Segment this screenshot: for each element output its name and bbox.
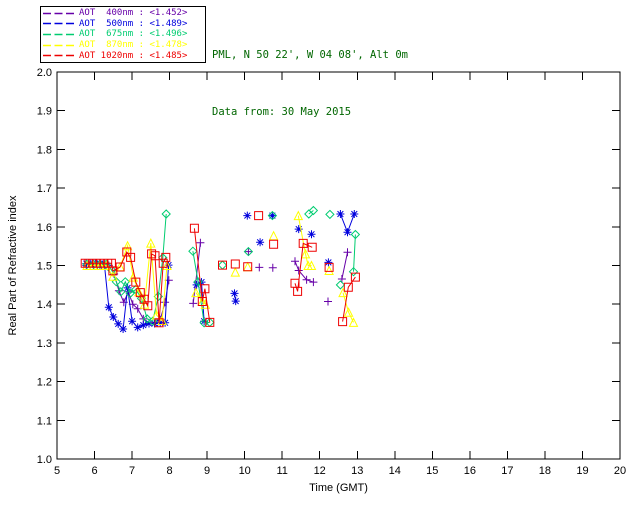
- x-tick-label: 5: [54, 465, 60, 477]
- data-date: Data from: 30 May 2015: [212, 106, 352, 118]
- x-tick-label: 14: [389, 465, 401, 477]
- legend-dash-swatch: [43, 33, 76, 36]
- x-tick-label: 10: [239, 465, 251, 477]
- legend-item-aot-870nm: AOT 870nm : <1.478>: [43, 40, 203, 50]
- series-markers-square: [80, 211, 360, 328]
- legend-label: AOT 500nm : <1.489>: [79, 18, 188, 29]
- y-tick-label: 1.4: [37, 299, 52, 311]
- x-tick-label: 6: [91, 465, 97, 477]
- y-tick-label: 1.2: [37, 377, 52, 389]
- legend-item-aot-675nm: AOT 675nm : <1.496>: [43, 29, 203, 39]
- legend-dash-swatch: [43, 12, 76, 14]
- y-tick-label: 1.6: [37, 222, 52, 234]
- legend-label: AOT 870nm : <1.478>: [79, 40, 188, 51]
- x-tick-label: 13: [351, 465, 363, 477]
- series-aot-1020nm: [80, 211, 360, 328]
- x-tick-label: 12: [314, 465, 326, 477]
- legend-item-aot-500nm: AOT 500nm : <1.489>: [43, 19, 203, 29]
- y-axis-title: Real Part of Refractive index: [7, 195, 19, 336]
- y-tick-label: 1.9: [37, 106, 52, 118]
- legend-label: AOT 675nm : <1.496>: [79, 29, 188, 40]
- x-tick-label: 19: [576, 465, 588, 477]
- station-location: PML, N 50 22', W 04 08', Alt 0m: [212, 49, 408, 61]
- series-line: [85, 228, 356, 323]
- legend-item-aot-1020nm: AOT 1020nm : <1.485>: [43, 51, 203, 61]
- x-tick-label: 18: [539, 465, 551, 477]
- legend-label: AOT 400nm : <1.452>: [79, 8, 188, 19]
- x-tick-label: 8: [167, 465, 173, 477]
- legend-label: AOT 1020nm : <1.485>: [79, 50, 188, 61]
- axes-frame: [56, 71, 621, 460]
- legend-dash-swatch: [43, 54, 76, 57]
- tick-labels: 5 6 7 8 9 10 11 12 13 14 15 16 17 18 19 20 1.0 1.1 1.2 1.3 1…: [37, 67, 626, 477]
- y-tick-label: 1.5: [37, 261, 52, 273]
- y-tick-label: 1.8: [37, 144, 52, 156]
- x-tick-label: 20: [614, 465, 626, 477]
- y-tick-label: 1.3: [37, 338, 52, 350]
- y-tick-label: 1.1: [37, 415, 52, 427]
- legend: AOT 400nm : <1.452> AOT 500nm : <1.489> AO…: [40, 6, 206, 63]
- y-tick-label: 2.0: [37, 67, 52, 79]
- legend-dash-swatch: [43, 23, 76, 25]
- legend-dash-swatch: [43, 44, 76, 46]
- x-tick-label: 7: [129, 465, 135, 477]
- y-tick-label: 1.0: [37, 454, 52, 466]
- x-tick-label: 9: [204, 465, 210, 477]
- series-aot-675nm: [82, 205, 361, 328]
- x-tick-label: 11: [276, 465, 287, 477]
- legend-item-aot-400nm: AOT 400nm : <1.452>: [43, 8, 203, 18]
- x-tick-label: 15: [426, 465, 438, 477]
- series-line: [87, 210, 356, 324]
- x-tick-label: 16: [464, 465, 476, 477]
- x-axis-title: Time (GMT): [309, 482, 368, 494]
- y-tick-label: 1.7: [37, 183, 52, 195]
- station-header: PML, N 50 22', W 04 08', Alt 0m Data fro…: [212, 8, 612, 160]
- x-tick-label: 17: [501, 465, 513, 477]
